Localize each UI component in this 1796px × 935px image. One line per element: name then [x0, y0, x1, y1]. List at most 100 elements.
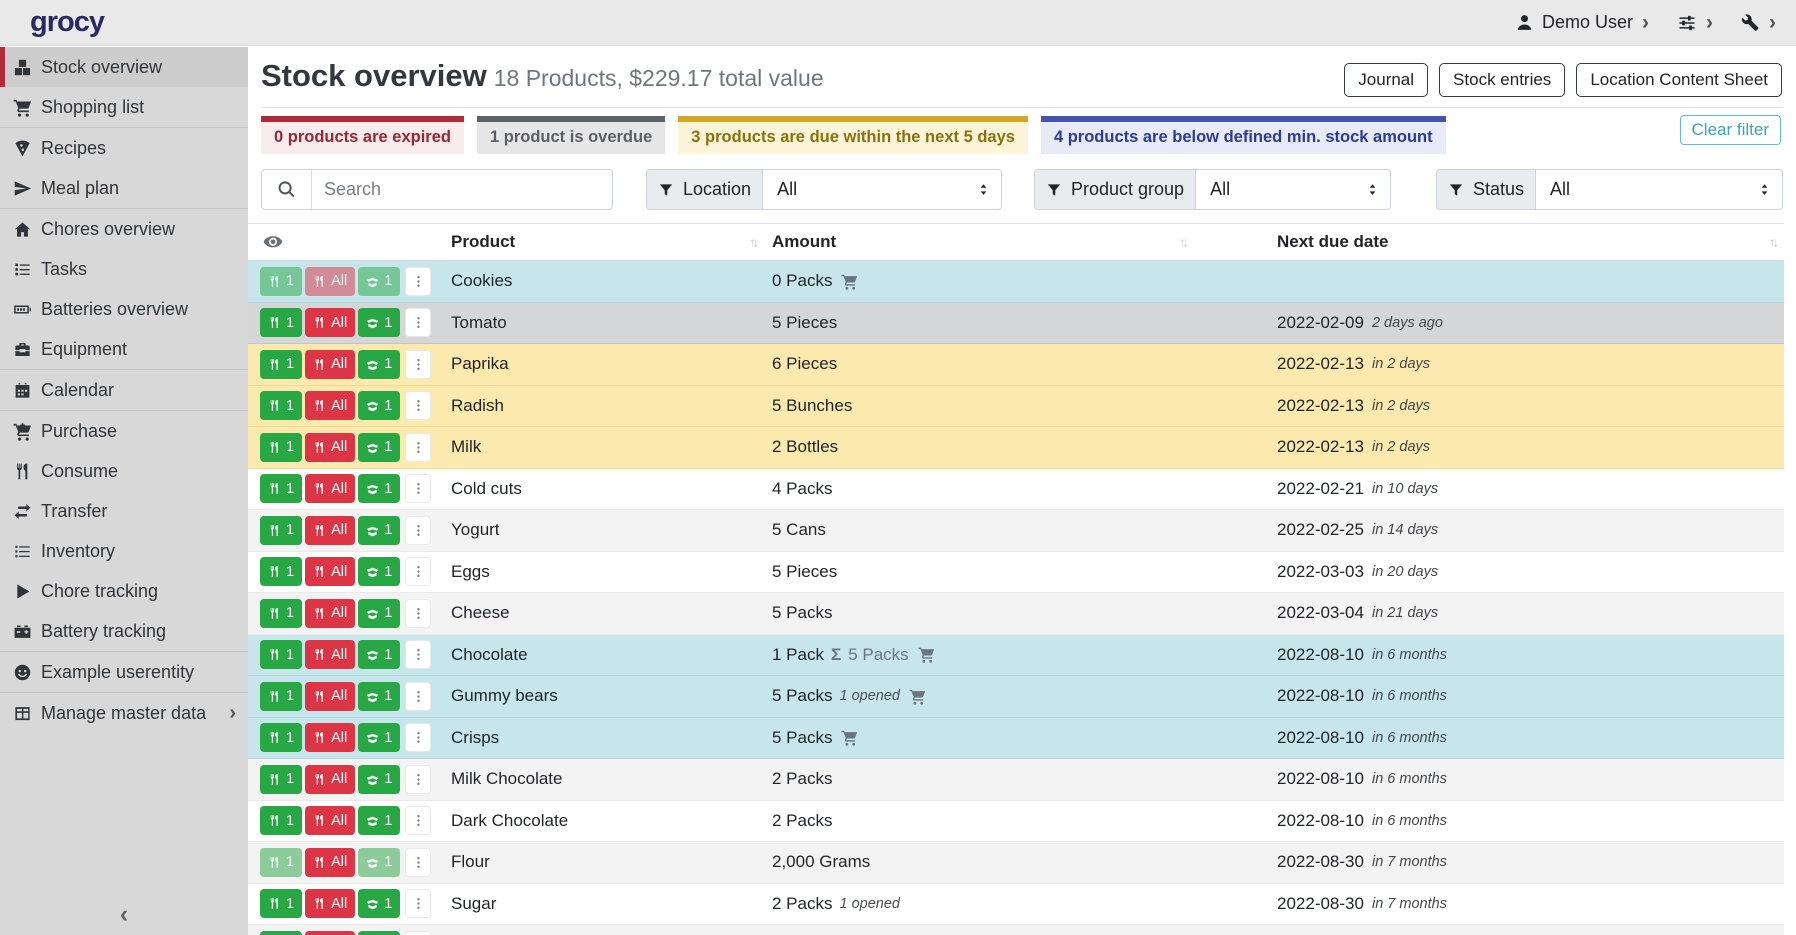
open-one-button[interactable]: 1 — [358, 308, 401, 338]
stock-entries-button[interactable]: Stock entries — [1439, 63, 1566, 97]
row-more-button[interactable] — [405, 847, 432, 877]
open-one-button[interactable]: 1 — [358, 432, 401, 462]
row-more-button[interactable] — [405, 474, 432, 504]
consume-one-button[interactable]: 1 — [260, 432, 303, 462]
sidebar-item-calendar[interactable]: Calendar — [0, 370, 248, 410]
consume-one-button[interactable]: 1 — [260, 308, 303, 338]
sidebar-item-purchase[interactable]: Purchase — [0, 411, 248, 451]
consume-one-button[interactable]: 1 — [260, 889, 303, 919]
settings-menu[interactable]: › — [1677, 12, 1713, 33]
consume-one-button[interactable]: 1 — [260, 598, 303, 628]
row-more-button[interactable] — [405, 723, 432, 753]
open-one-button[interactable]: 1 — [358, 515, 401, 545]
open-one-button[interactable]: 1 — [358, 889, 401, 919]
row-more-button[interactable] — [405, 598, 432, 628]
filter-card-due-soon[interactable]: 3 products are due within the next 5 day… — [678, 116, 1028, 154]
row-more-button[interactable] — [405, 806, 432, 836]
user-menu[interactable]: Demo User › — [1515, 12, 1649, 33]
open-one-button[interactable]: 1 — [358, 349, 401, 379]
consume-one-button[interactable]: 1 — [260, 806, 303, 836]
consume-all-button[interactable]: All — [305, 806, 356, 836]
filter-card-overdue[interactable]: 1 product is overdue — [476, 116, 666, 154]
row-more-button[interactable] — [405, 640, 432, 670]
consume-all-button[interactable]: All — [305, 640, 356, 670]
consume-one-button[interactable]: 1 — [260, 474, 303, 504]
sidebar-item-equipment[interactable]: Equipment — [0, 329, 248, 369]
consume-all-button[interactable]: All — [305, 598, 356, 628]
open-one-button[interactable]: 1 — [358, 681, 401, 711]
row-more-button[interactable] — [405, 515, 432, 545]
consume-all-button[interactable]: All — [305, 889, 356, 919]
consume-all-button[interactable]: All — [305, 308, 356, 338]
row-more-button[interactable] — [405, 266, 432, 296]
sidebar-item-chore-tracking[interactable]: Chore tracking — [0, 571, 248, 611]
sidebar-item-meal-plan[interactable]: Meal plan — [0, 168, 248, 208]
row-more-button[interactable] — [405, 557, 432, 587]
consume-one-button[interactable]: 1 — [260, 764, 303, 794]
consume-all-button[interactable]: All — [305, 515, 356, 545]
sidebar-item-example-userentity[interactable]: Example userentity — [0, 652, 248, 692]
open-one-button[interactable]: 1 — [358, 640, 401, 670]
sidebar-item-batteries-overview[interactable]: Batteries overview — [0, 289, 248, 329]
open-one-button[interactable]: 1 — [358, 266, 401, 296]
row-more-button[interactable] — [405, 930, 432, 935]
consume-all-button[interactable]: All — [305, 764, 356, 794]
consume-one-button[interactable]: 1 — [260, 266, 303, 296]
row-more-button[interactable] — [405, 349, 432, 379]
open-one-button[interactable]: 1 — [358, 391, 401, 421]
row-more-button[interactable] — [405, 391, 432, 421]
consume-all-button[interactable]: All — [305, 557, 356, 587]
sidebar-item-chores-overview[interactable]: Chores overview — [0, 209, 248, 249]
column-header-due-date[interactable]: Next due date — [1277, 232, 1389, 251]
search-input[interactable] — [312, 170, 612, 209]
product-group-filter-select[interactable]: All — [1196, 170, 1390, 209]
consume-all-button[interactable]: All — [305, 391, 356, 421]
column-header-amount[interactable]: Amount — [772, 232, 837, 251]
sidebar-item-transfer[interactable]: Transfer — [0, 491, 248, 531]
consume-one-button[interactable]: 1 — [260, 349, 303, 379]
sidebar-item-battery-tracking[interactable]: Battery tracking — [0, 611, 248, 651]
consume-one-button[interactable]: 1 — [260, 515, 303, 545]
consume-all-button[interactable]: All — [305, 723, 356, 753]
row-more-button[interactable] — [405, 308, 432, 338]
sidebar-item-stock-overview[interactable]: Stock overview — [0, 47, 248, 87]
open-one-button[interactable]: 1 — [358, 847, 401, 877]
open-one-button[interactable]: 1 — [358, 598, 401, 628]
sidebar-collapse-button[interactable]: ‹ — [119, 900, 129, 928]
consume-one-button[interactable]: 1 — [260, 847, 303, 877]
sidebar-item-shopping-list[interactable]: Shopping list — [0, 87, 248, 127]
sidebar-item-inventory[interactable]: Inventory — [0, 531, 248, 571]
open-one-button[interactable]: 1 — [358, 557, 401, 587]
filter-card-expired[interactable]: 0 products are expired — [261, 116, 464, 154]
open-one-button[interactable]: 1 — [358, 806, 401, 836]
location-content-sheet-button[interactable]: Location Content Sheet — [1576, 63, 1782, 97]
clear-filter-button[interactable]: Clear filter — [1679, 115, 1781, 145]
consume-one-button[interactable]: 1 — [260, 557, 303, 587]
journal-button[interactable]: Journal — [1344, 63, 1429, 97]
sidebar-item-manage-master-data[interactable]: Manage master data › — [0, 693, 248, 733]
open-one-button[interactable]: 1 — [358, 764, 401, 794]
consume-all-button[interactable]: All — [305, 847, 356, 877]
consume-all-button[interactable]: All — [305, 930, 356, 935]
consume-one-button[interactable]: 1 — [260, 640, 303, 670]
row-more-button[interactable] — [405, 681, 432, 711]
column-header-product[interactable]: Product — [451, 232, 516, 251]
open-one-button[interactable]: 1 — [358, 723, 401, 753]
row-more-button[interactable] — [405, 432, 432, 462]
admin-menu[interactable]: › — [1741, 12, 1776, 33]
row-more-button[interactable] — [405, 889, 432, 919]
consume-one-button[interactable]: 1 — [260, 391, 303, 421]
filter-card-below-min[interactable]: 4 products are below defined min. stock … — [1040, 116, 1446, 154]
app-logo[interactable]: grocy — [30, 6, 105, 38]
location-filter-select[interactable]: All — [763, 170, 1001, 209]
consume-one-button[interactable]: 1 — [260, 930, 303, 935]
row-more-button[interactable] — [405, 764, 432, 794]
open-one-button[interactable]: 1 — [358, 474, 401, 504]
status-filter-select[interactable]: All — [1536, 170, 1782, 209]
consume-one-button[interactable]: 1 — [260, 723, 303, 753]
consume-all-button[interactable]: All — [305, 349, 356, 379]
consume-all-button[interactable]: All — [305, 432, 356, 462]
sidebar-item-recipes[interactable]: Recipes — [0, 128, 248, 168]
sidebar-item-tasks[interactable]: Tasks — [0, 249, 248, 289]
open-one-button[interactable]: 1 — [358, 930, 401, 935]
